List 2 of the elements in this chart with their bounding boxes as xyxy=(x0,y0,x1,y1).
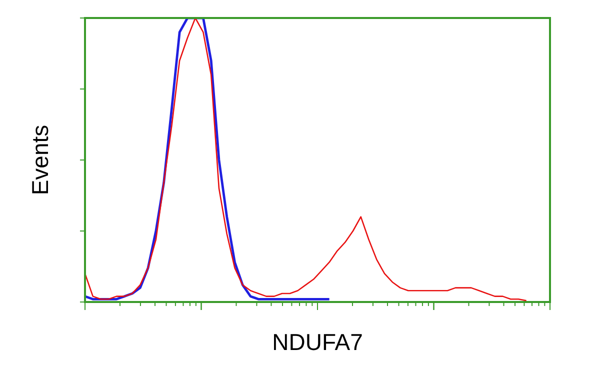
x-axis-title: NDUFA7 xyxy=(272,329,363,355)
y-axis-title: Events xyxy=(27,124,53,196)
